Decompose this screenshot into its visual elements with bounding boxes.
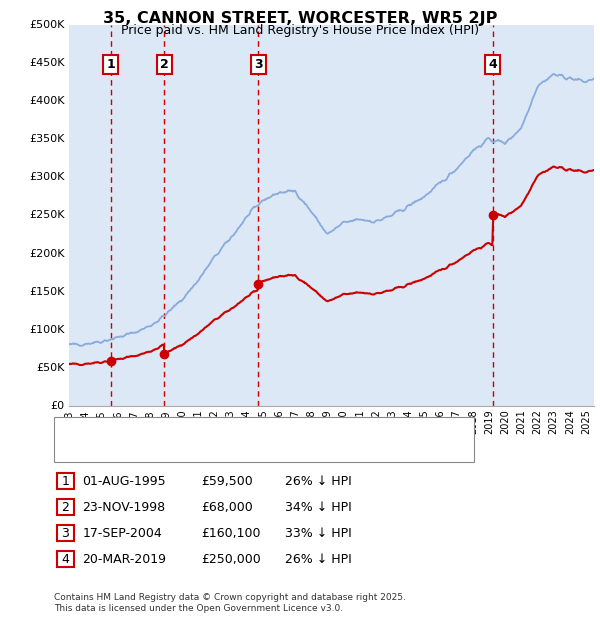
Text: 3: 3	[254, 58, 262, 71]
Text: 2010: 2010	[338, 409, 349, 434]
Text: 1997: 1997	[128, 409, 139, 434]
Text: Price paid vs. HM Land Registry's House Price Index (HPI): Price paid vs. HM Land Registry's House …	[121, 24, 479, 37]
Text: 2004: 2004	[242, 409, 251, 434]
Text: 1995: 1995	[97, 409, 106, 434]
Text: 2: 2	[160, 58, 169, 71]
Text: 2016: 2016	[436, 409, 446, 434]
Text: 2025: 2025	[581, 409, 591, 434]
Text: 33% ↓ HPI: 33% ↓ HPI	[285, 527, 352, 539]
Text: £68,000: £68,000	[201, 501, 253, 513]
Text: 26% ↓ HPI: 26% ↓ HPI	[285, 475, 352, 487]
Text: £100K: £100K	[29, 325, 65, 335]
Text: 2020: 2020	[500, 409, 510, 434]
Text: £400K: £400K	[29, 96, 65, 106]
Text: 2002: 2002	[209, 409, 220, 434]
Text: 1996: 1996	[112, 409, 122, 434]
Text: 2022: 2022	[532, 409, 542, 434]
Text: £59,500: £59,500	[201, 475, 253, 487]
Text: 2013: 2013	[387, 409, 397, 434]
Text: Contains HM Land Registry data © Crown copyright and database right 2025.
This d: Contains HM Land Registry data © Crown c…	[54, 593, 406, 613]
Text: 1999: 1999	[161, 409, 171, 434]
Text: 35, CANNON STREET, WORCESTER, WR5 2JP: 35, CANNON STREET, WORCESTER, WR5 2JP	[103, 11, 497, 26]
Text: £160,100: £160,100	[201, 527, 260, 539]
Text: £150K: £150K	[29, 286, 65, 297]
Text: 2009: 2009	[322, 409, 332, 434]
Text: 2: 2	[61, 501, 70, 513]
Text: £350K: £350K	[29, 134, 65, 144]
Text: 2014: 2014	[403, 409, 413, 434]
Text: 1994: 1994	[80, 409, 90, 434]
Text: 2023: 2023	[548, 409, 559, 434]
Text: 2001: 2001	[193, 409, 203, 434]
Text: 34% ↓ HPI: 34% ↓ HPI	[285, 501, 352, 513]
Text: 2006: 2006	[274, 409, 284, 434]
Text: 2008: 2008	[307, 409, 316, 434]
Text: 2003: 2003	[226, 409, 236, 434]
Text: 26% ↓ HPI: 26% ↓ HPI	[285, 553, 352, 565]
Text: £0: £0	[50, 401, 65, 411]
Text: £300K: £300K	[29, 172, 65, 182]
Text: 23-NOV-1998: 23-NOV-1998	[82, 501, 166, 513]
Text: 35, CANNON STREET, WORCESTER, WR5 2JP (detached house): 35, CANNON STREET, WORCESTER, WR5 2JP (d…	[87, 424, 436, 435]
Text: 2024: 2024	[565, 409, 575, 434]
Text: 3: 3	[61, 527, 70, 539]
Text: £450K: £450K	[29, 58, 65, 68]
Text: 2005: 2005	[258, 409, 268, 434]
Text: 17-SEP-2004: 17-SEP-2004	[82, 527, 162, 539]
Text: £250,000: £250,000	[201, 553, 261, 565]
Text: 1998: 1998	[145, 409, 155, 434]
Text: 2018: 2018	[468, 409, 478, 434]
Text: 2007: 2007	[290, 409, 300, 434]
Text: 1: 1	[106, 58, 115, 71]
Text: 4: 4	[488, 58, 497, 71]
Text: 2012: 2012	[371, 409, 381, 434]
Text: 2017: 2017	[452, 409, 461, 434]
Text: 2021: 2021	[517, 409, 526, 434]
Text: £250K: £250K	[29, 210, 65, 221]
Text: 2015: 2015	[419, 409, 430, 434]
Text: 01-AUG-1995: 01-AUG-1995	[82, 475, 166, 487]
Text: £200K: £200K	[29, 249, 65, 259]
Text: HPI: Average price, detached house, Worcester: HPI: Average price, detached house, Worc…	[87, 445, 349, 455]
Text: £50K: £50K	[37, 363, 65, 373]
Text: £500K: £500K	[29, 20, 65, 30]
Text: 2011: 2011	[355, 409, 365, 434]
Text: 1993: 1993	[64, 409, 74, 434]
Text: 20-MAR-2019: 20-MAR-2019	[82, 553, 166, 565]
Text: 1: 1	[61, 475, 70, 487]
Text: 4: 4	[61, 553, 70, 565]
Text: 2000: 2000	[177, 409, 187, 434]
Text: 2019: 2019	[484, 409, 494, 434]
